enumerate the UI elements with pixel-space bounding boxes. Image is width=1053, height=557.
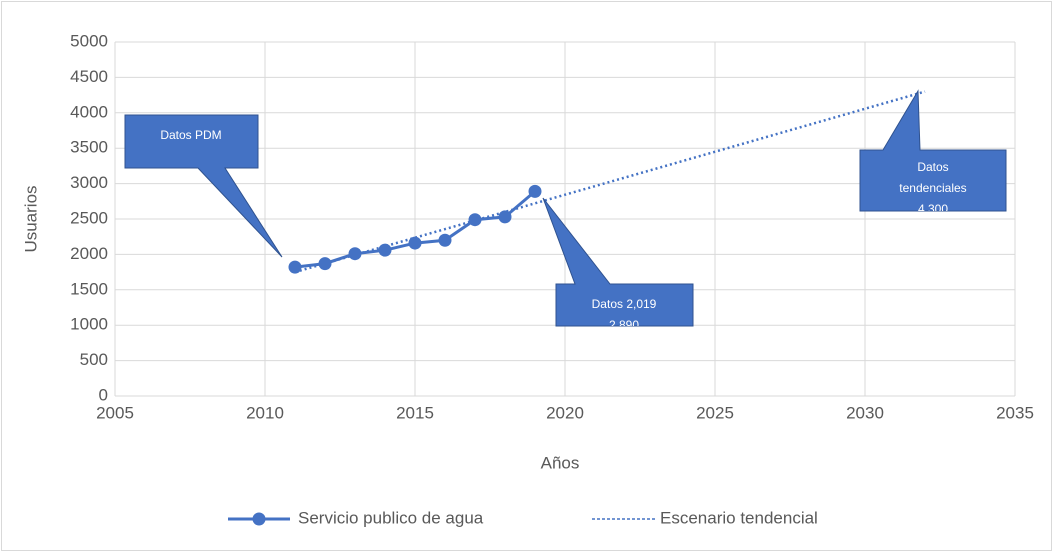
x-tick-label: 2035: [996, 403, 1034, 422]
y-tick-label: 0: [99, 385, 108, 404]
y-axis-label: Usuarios: [21, 185, 40, 252]
callout-shape: [124, 114, 283, 258]
point: [378, 243, 392, 257]
x-axis-label: Años: [541, 453, 580, 472]
point: [498, 210, 512, 224]
x-tick-label: 2010: [246, 403, 284, 422]
point: [438, 233, 452, 247]
point: [468, 213, 482, 227]
series-line: [294, 90, 926, 274]
annotation: Datos: [917, 160, 948, 174]
y-tick-label: 4500: [70, 67, 108, 86]
legend-marker: [252, 512, 266, 526]
annotation: 2,890: [609, 318, 639, 332]
y-tick-label: 2500: [70, 208, 108, 227]
y-tick-label: 500: [80, 350, 108, 369]
x-tick-label: 2025: [696, 403, 734, 422]
y-tick-label: 3000: [70, 173, 108, 192]
annotation: Datos PDM: [160, 128, 221, 142]
point: [348, 247, 362, 261]
x-tick-label: 2020: [546, 403, 584, 422]
annotation: 4,300: [918, 202, 948, 216]
callout-shape: [542, 197, 694, 327]
legend-label: Servicio publico de agua: [298, 508, 484, 527]
y-tick-label: 4000: [70, 102, 108, 121]
y-tick-label: 2000: [70, 244, 108, 263]
x-tick-label: 2030: [846, 403, 884, 422]
x-tick-label: 2005: [96, 403, 134, 422]
callout-shape: [859, 89, 1007, 212]
callout: [124, 89, 1007, 327]
y-tick-label: 3500: [70, 138, 108, 157]
y-tick-label: 1500: [70, 279, 108, 298]
legend-label: Escenario tendencial: [660, 508, 818, 527]
y-tick-label: 1000: [70, 315, 108, 334]
x-tick-label: 2015: [396, 403, 434, 422]
annotation: Datos 2,019: [592, 297, 657, 311]
y-tick-label: 5000: [70, 31, 108, 50]
point: [288, 260, 302, 274]
point: [528, 184, 542, 198]
annotation: tendenciales: [899, 181, 966, 195]
